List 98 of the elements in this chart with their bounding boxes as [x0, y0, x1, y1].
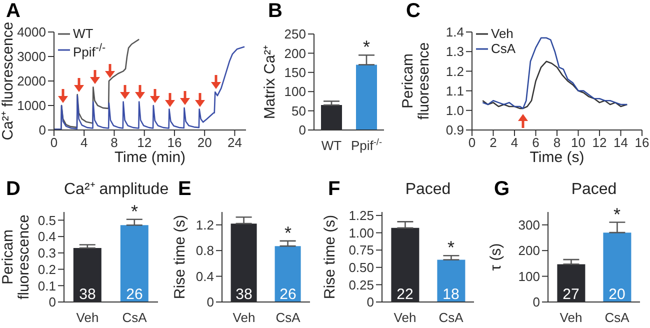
text: F — [328, 178, 340, 200]
y-tick-label: 4000 — [17, 24, 46, 40]
y-tick-label: 1000 — [17, 98, 46, 114]
x-tick-label: 10 — [571, 135, 586, 150]
annotation: 38 — [79, 286, 96, 303]
x-axis-title: Time (min) — [114, 149, 186, 166]
x-tick-label: Veh — [560, 310, 582, 325]
annotation: 18 — [442, 286, 460, 303]
annotation: * — [613, 204, 621, 224]
text: C — [406, 0, 420, 22]
text: G — [494, 178, 510, 200]
x-tick-label: Veh — [76, 310, 99, 325]
y-tick-label: 250 — [284, 26, 306, 42]
annotation: 20 — [608, 286, 626, 303]
y-tick-label: 0.5 — [38, 212, 56, 228]
annotation: 22 — [396, 286, 414, 303]
y-tick-label: 1.25 — [348, 208, 374, 224]
x-tick-label: Veh — [394, 310, 416, 325]
y-tick-label: 0.4 — [38, 229, 56, 244]
y-tick-label: 50 — [292, 103, 306, 118]
x-tick-label: CsA — [276, 310, 301, 325]
x-tick-label: 4 — [510, 135, 518, 150]
x-tick-label: 16 — [167, 135, 182, 150]
annotation: * — [130, 201, 138, 222]
x-tick-label: CsA — [122, 310, 148, 325]
y-axis-title: Pericam fluorescence — [0, 214, 32, 300]
x-tick-label: 12 — [592, 135, 607, 150]
text: B — [268, 0, 282, 22]
annotation: * — [284, 222, 292, 243]
y-tick-label: 0 — [38, 122, 46, 138]
x-tick-label: 14 — [614, 135, 628, 150]
x-tick-label: 12 — [137, 135, 152, 150]
x-tick-label: 0 — [468, 135, 476, 150]
x-tick-label: 4 — [80, 135, 88, 150]
y-tick-label: 1.2 — [196, 217, 214, 232]
y-tick-label: 0.3 — [38, 246, 56, 261]
y-tick-label: 1.2 — [446, 64, 464, 79]
x-tick-label: CsA — [438, 310, 464, 325]
y-tick-label: 200 — [284, 46, 306, 61]
x-tick-label: WT — [321, 138, 342, 153]
chart-title: Paced — [570, 180, 618, 200]
annotation: 26 — [280, 286, 296, 303]
y-axis-title: Ca²⁺ fluorescence — [0, 22, 16, 140]
y-tick-label: 150 — [284, 65, 306, 80]
annotation: 27 — [562, 286, 580, 303]
x-tick-label: 16 — [634, 135, 650, 150]
y-tick-label: 0.1 — [38, 278, 56, 294]
y-tick-label: 0.8 — [196, 243, 214, 258]
y-tick-label: 1.1 — [446, 83, 464, 98]
y-tick-label: 0.4 — [196, 268, 214, 284]
x-tick-label: 24 — [227, 135, 242, 150]
y-tick-label: 1.00 — [348, 225, 374, 240]
y-tick-label: 0 — [206, 294, 214, 310]
annotation: 38 — [236, 286, 252, 303]
x-tick-label: Ppif$^{-/-}$ — [351, 137, 382, 153]
x-tick-label: 8 — [110, 135, 118, 150]
x-tick-label: 8 — [553, 135, 561, 150]
y-axis-title: Pericam fluoresence — [400, 42, 432, 120]
y-axis-title: Rise time (s) — [322, 214, 338, 300]
y-tick-label: 0.50 — [348, 260, 374, 275]
y-tick-label: 0.25 — [348, 277, 374, 292]
y-tick-label: 0.9 — [446, 122, 464, 138]
y-tick-label: 3000 — [17, 49, 46, 64]
y-tick-label: 300 — [518, 217, 540, 232]
x-tick-label: 20 — [197, 135, 212, 150]
text: A — [6, 0, 20, 22]
text: E — [178, 178, 192, 200]
y-axis-title: Rise time (s) — [172, 214, 188, 300]
annotation: * — [362, 37, 370, 58]
x-tick-label: CsA — [604, 310, 630, 325]
x-tick-label: Veh — [232, 310, 256, 325]
chart-title: Ca²⁺ amplitude — [64, 180, 169, 200]
y-tick-label: 1.4 — [446, 24, 464, 40]
y-tick-label: 0 — [366, 294, 374, 310]
y-axis-title: Matrix Ca²⁺ — [262, 44, 278, 120]
y-tick-label: 0.2 — [38, 262, 56, 277]
y-tick-label: 1.0 — [446, 103, 464, 118]
annotation: * — [447, 238, 455, 258]
x-axis-title: Time (s) — [530, 149, 584, 166]
y-tick-label: 0 — [532, 294, 540, 310]
legend-label: CsA — [491, 41, 516, 56]
y-tick-label: 100 — [284, 84, 306, 100]
y-tick-label: 200 — [518, 243, 540, 258]
y-tick-label: 100 — [518, 268, 540, 284]
legend-label: Veh — [491, 26, 514, 41]
y-tick-label: 0 — [298, 122, 306, 138]
y-tick-label: 2000 — [17, 74, 46, 89]
y-tick-label: 0.75 — [348, 242, 374, 258]
legend-label: Ppif$^{-/-}$ — [73, 41, 106, 60]
legend-label: WT — [73, 26, 94, 41]
x-tick-label: 6 — [532, 135, 540, 150]
y-tick-label: 0 — [48, 294, 56, 310]
annotation: 26 — [126, 286, 143, 303]
chart-title: Paced — [404, 180, 452, 200]
y-axis-title: τ (s) — [488, 243, 504, 271]
text: D — [6, 178, 20, 200]
y-tick-label: 1.3 — [446, 44, 464, 60]
x-tick-label: 2 — [490, 135, 497, 150]
